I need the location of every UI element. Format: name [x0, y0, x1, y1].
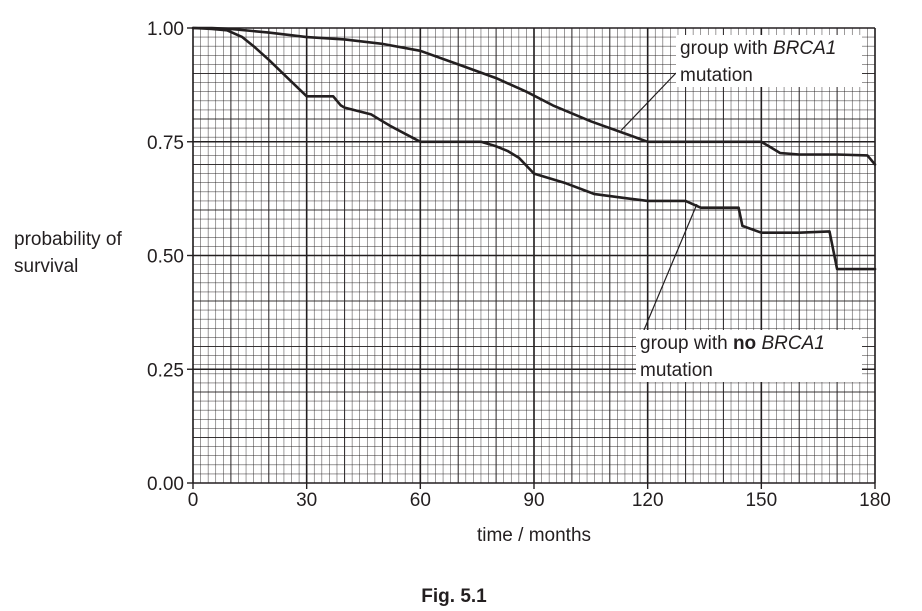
y-tick-label: 0.00 [147, 474, 184, 495]
x-axis-label: time / months [477, 525, 591, 546]
x-tick-labels: 0 30 60 90 120 150 180 [188, 483, 891, 511]
y-tick-label: 0.75 [147, 133, 184, 154]
no-brca1-label-background [636, 330, 862, 382]
y-tick-label: 0.25 [147, 360, 184, 381]
brca1-label-line2: mutation [680, 65, 753, 86]
x-tick-label: 150 [745, 490, 777, 511]
series-line-brca1 [191, 26, 877, 166]
y-axis-label-line1: probability of [14, 229, 122, 250]
brca1-leader-line [620, 72, 677, 131]
y-tick-labels: 0.00 0.25 0.50 0.75 1.00 [147, 19, 193, 495]
y-tick-label: 1.00 [147, 19, 184, 40]
series-line-no-brca1 [191, 26, 877, 271]
brca1-label-background [676, 35, 862, 87]
x-tick-label: 180 [859, 490, 891, 511]
x-tick-label: 120 [632, 490, 664, 511]
no-brca1-label-prefix: group with [640, 333, 733, 354]
no-brca1-label-gene: BRCA1 [761, 333, 824, 354]
x-tick-label: 30 [296, 490, 317, 511]
annotation-leaders [620, 72, 698, 350]
y-axis-label-line2: survival [14, 256, 78, 277]
x-tick-label: 90 [523, 490, 544, 511]
brca1-label-gene: BRCA1 [773, 38, 836, 59]
brca1-label-prefix: group with [680, 38, 773, 59]
no-brca1-label-no: no [733, 333, 756, 354]
y-tick-label: 0.50 [147, 247, 184, 268]
series-lines [191, 26, 877, 271]
no-brca1-label-line2: mutation [640, 360, 713, 381]
no-brca1-leader-line [635, 203, 698, 350]
x-tick-label: 60 [410, 490, 431, 511]
figure-caption: Fig. 5.1 [421, 586, 487, 607]
x-tick-label: 0 [188, 490, 199, 511]
no-brca1-label-line1: group with no BRCA1 [640, 333, 825, 354]
brca1-label-line1: group with BRCA1 [680, 38, 836, 59]
